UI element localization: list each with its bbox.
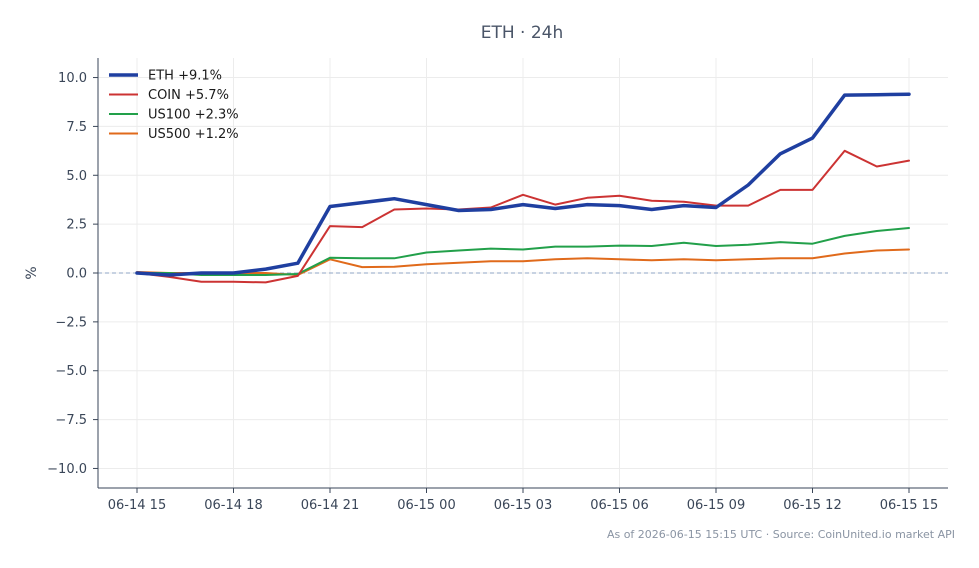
series-line <box>136 149 910 284</box>
series-line <box>135 92 911 277</box>
source-footer: As of 2026-06-15 15:15 UTC · Source: Coi… <box>607 528 955 541</box>
x-tick-label: 06-15 12 <box>783 498 841 513</box>
chart-title: ETH · 24h <box>481 23 564 43</box>
series-lines <box>135 92 911 284</box>
y-tick-label: −2.5 <box>55 315 87 330</box>
legend: ETH +9.1% COIN +5.7% US100 +2.3% US500 +1.2… <box>109 69 239 142</box>
y-tick-label: −7.5 <box>55 413 87 428</box>
legend-label: ETH +9.1% <box>148 69 222 84</box>
x-tick-label: 06-15 06 <box>590 498 648 513</box>
y-tick-label: 2.5 <box>66 218 87 233</box>
y-tick-label: 0.0 <box>66 267 87 282</box>
x-tick-label: 06-15 03 <box>494 498 552 513</box>
x-tick-label: 06-14 18 <box>204 498 262 513</box>
legend-label: COIN +5.7% <box>148 88 229 103</box>
y-tick-label: −10.0 <box>47 462 87 477</box>
y-tick-label: 7.5 <box>66 120 87 135</box>
x-tick-label: 06-14 15 <box>108 498 166 513</box>
x-tick-label: 06-15 15 <box>880 498 938 513</box>
x-tick-label: 06-15 00 <box>397 498 455 513</box>
x-tick-label: 06-14 21 <box>301 498 359 513</box>
y-axis-label: % <box>24 266 40 279</box>
legend-label: US500 +1.2% <box>148 127 239 142</box>
y-tick-label: −5.0 <box>55 364 87 379</box>
grid <box>98 58 948 488</box>
series-line <box>136 227 910 276</box>
legend-label: US100 +2.3% <box>148 108 239 123</box>
y-tick-label: 10.0 <box>58 71 87 86</box>
series-line <box>136 248 910 276</box>
axes: 10.0 7.5 5.0 2.5 0.0 −2.5 −5.0 −7.5 −10.0 06-14 1… <box>47 58 948 513</box>
y-tick-label: 5.0 <box>66 169 87 184</box>
x-tick-label: 06-15 09 <box>687 498 745 513</box>
